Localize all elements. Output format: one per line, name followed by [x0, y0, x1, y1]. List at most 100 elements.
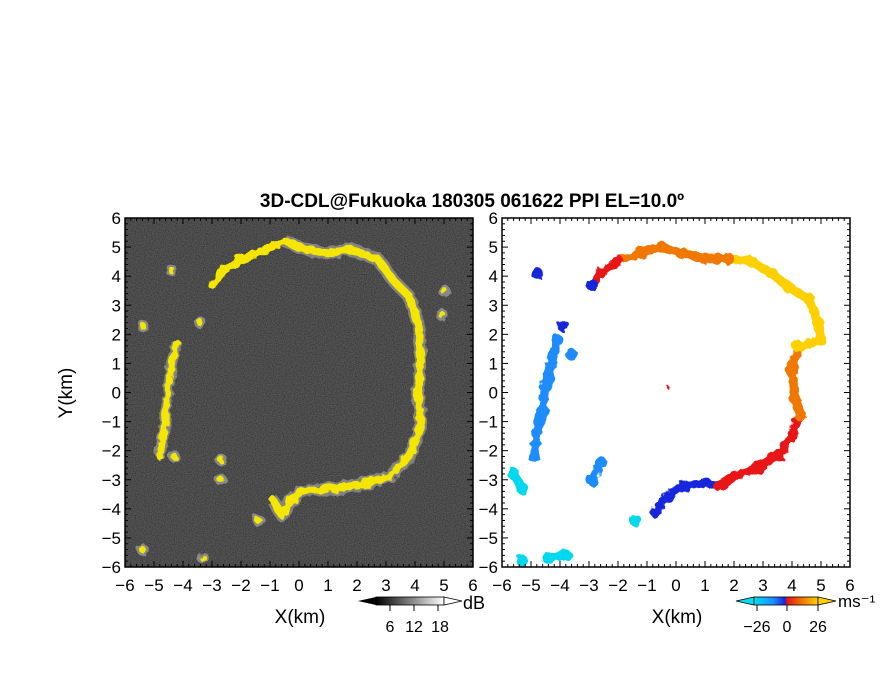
- y-tick-label: −2: [479, 442, 498, 461]
- chart-title: 3D-CDL@Fukuoka 180305 061622 PPI EL=10.0…: [260, 191, 684, 212]
- x-tick-label: 3: [758, 576, 767, 595]
- x-tick-label: 6: [845, 576, 854, 595]
- velocity-point: [675, 246, 688, 259]
- velocity-point: [585, 278, 598, 291]
- y-tick-label: −4: [102, 500, 121, 519]
- x-tick-label: −6: [115, 576, 134, 595]
- velocity-point: [559, 549, 572, 562]
- x-tick-label: −6: [492, 576, 511, 595]
- velocity-point: [713, 479, 726, 492]
- y-tick-label: −5: [479, 529, 498, 548]
- velocity-point: [699, 476, 711, 489]
- velocity-point: [545, 357, 558, 370]
- velocity-xlabel: X(km): [652, 607, 703, 628]
- echo-patch: [138, 546, 146, 554]
- x-tick-label: 2: [729, 576, 738, 595]
- velocity-point: [542, 552, 555, 565]
- x-tick-label: 0: [294, 576, 303, 595]
- velocity-point: [751, 462, 764, 475]
- x-tick-label: 4: [787, 576, 796, 595]
- velocity-point: [612, 255, 624, 268]
- x-tick-label: 3: [381, 576, 390, 595]
- velocity-point: [594, 456, 607, 469]
- y-tick-label: −6: [479, 558, 498, 577]
- velocity-point: [783, 281, 796, 294]
- db-colorbar-label: dB: [463, 593, 485, 613]
- y-tick-label: 6: [112, 209, 121, 228]
- velocity-point: [803, 293, 816, 306]
- y-tick-label: 0: [112, 384, 121, 403]
- velocity-point: [791, 339, 804, 352]
- velocity-point: [556, 319, 569, 332]
- x-tick-label: −4: [550, 576, 569, 595]
- velocity-point: [774, 447, 787, 460]
- y-tick-label: −1: [479, 413, 498, 432]
- y-tick-label: −2: [102, 442, 121, 461]
- velocity-point: [815, 334, 827, 347]
- echo-patch: [440, 287, 448, 295]
- echo-patch: [217, 455, 225, 463]
- db-colorbar-tick: 12: [405, 619, 423, 636]
- db-colorbar-tick: 18: [431, 619, 449, 636]
- y-tick-label: 2: [489, 325, 498, 344]
- y-tick-label: 1: [489, 354, 498, 373]
- velocity-point: [678, 479, 691, 492]
- reflectivity-panel: −6 6 −5 5 −4 4 −3 3 −2 2 −1 1 0 0 1 −1 2 −2 3 −3 4 −4 5 −5 6 −6 Y…: [56, 209, 478, 628]
- echo-ring: [268, 237, 425, 519]
- velocity-point: [530, 427, 543, 440]
- velocity-point: [565, 348, 578, 361]
- velocity-point: [794, 409, 807, 422]
- echo-patch: [138, 322, 146, 330]
- velocity-point: [788, 392, 801, 405]
- velocity-point: [585, 473, 598, 486]
- velocity-point: [812, 316, 825, 329]
- echo-patch: [167, 266, 175, 274]
- y-tick-label: −5: [102, 529, 121, 548]
- y-tick-label: −1: [102, 413, 121, 432]
- velocity-point: [728, 470, 740, 483]
- y-tick-label: 0: [489, 384, 498, 403]
- y-tick-label: 1: [112, 354, 121, 373]
- x-tick-label: −1: [260, 576, 279, 595]
- x-tick-label: 6: [468, 576, 477, 595]
- y-tick-label: −6: [102, 558, 121, 577]
- velocity-point: [649, 505, 662, 518]
- velocity-point: [635, 246, 648, 259]
- velocity-colorbar-tick: 0: [783, 619, 792, 636]
- echo-patch: [254, 516, 262, 524]
- reflectivity-xlabel: X(km): [275, 607, 326, 628]
- velocity-point: [527, 450, 540, 463]
- db-colorbar-tick: 6: [386, 619, 395, 636]
- velocity-point: [661, 491, 674, 504]
- velocity-point: [765, 267, 778, 280]
- y-tick-label: 4: [112, 267, 121, 286]
- velocity-point: [551, 334, 564, 347]
- velocity-colorbar-label: ms⁻¹: [838, 592, 876, 611]
- x-tick-label: 1: [700, 576, 709, 595]
- velocity-point: [665, 385, 669, 389]
- echo-patch: [437, 310, 445, 318]
- velocity-point: [536, 403, 549, 416]
- y-tick-label: 3: [112, 296, 121, 315]
- x-tick-label: 2: [352, 576, 361, 595]
- x-tick-label: −5: [144, 576, 163, 595]
- velocity-colorbar: −26 0 26 ms⁻¹: [735, 592, 876, 636]
- velocity-point: [516, 555, 529, 567]
- x-tick-label: 5: [816, 576, 825, 595]
- x-tick-label: 5: [439, 576, 448, 595]
- y-tick-label: −3: [102, 471, 121, 490]
- velocity-point: [722, 252, 735, 265]
- y-tick-label: 4: [489, 267, 498, 286]
- velocity-point: [786, 366, 798, 379]
- x-tick-label: 0: [671, 576, 680, 595]
- echo-patch: [199, 554, 207, 562]
- y-tick-label: −3: [479, 471, 498, 490]
- y-tick-label: 6: [489, 209, 498, 228]
- velocity-point: [699, 252, 711, 265]
- velocity-point: [530, 267, 543, 280]
- y-tick-label: 2: [112, 325, 121, 344]
- echo-patch: [217, 476, 225, 484]
- x-tick-label: −3: [202, 576, 221, 595]
- y-tick-label: 3: [489, 296, 498, 315]
